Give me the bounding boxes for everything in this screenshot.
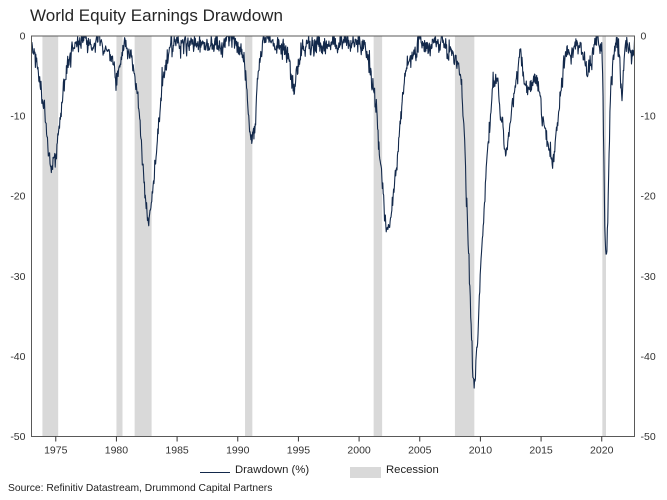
- svg-text:-50: -50: [10, 431, 25, 443]
- svg-text:0: 0: [641, 31, 647, 43]
- svg-text:-10: -10: [641, 111, 656, 123]
- svg-text:-50: -50: [641, 431, 656, 443]
- svg-text:-40: -40: [641, 351, 656, 363]
- svg-text:-40: -40: [10, 351, 25, 363]
- svg-text:2010: 2010: [469, 445, 493, 457]
- svg-text:-30: -30: [10, 271, 25, 283]
- svg-text:1995: 1995: [287, 445, 311, 457]
- svg-text:0: 0: [20, 31, 26, 43]
- svg-text:1985: 1985: [165, 445, 189, 457]
- svg-text:2015: 2015: [529, 445, 553, 457]
- svg-text:2000: 2000: [347, 445, 371, 457]
- svg-text:-30: -30: [641, 271, 656, 283]
- svg-text:2005: 2005: [408, 445, 432, 457]
- svg-text:2020: 2020: [590, 445, 614, 457]
- svg-text:-20: -20: [10, 191, 25, 203]
- svg-text:1980: 1980: [105, 445, 129, 457]
- svg-text:1990: 1990: [226, 445, 250, 457]
- svg-text:1975: 1975: [44, 445, 68, 457]
- svg-text:-10: -10: [10, 111, 25, 123]
- svg-text:-20: -20: [641, 191, 656, 203]
